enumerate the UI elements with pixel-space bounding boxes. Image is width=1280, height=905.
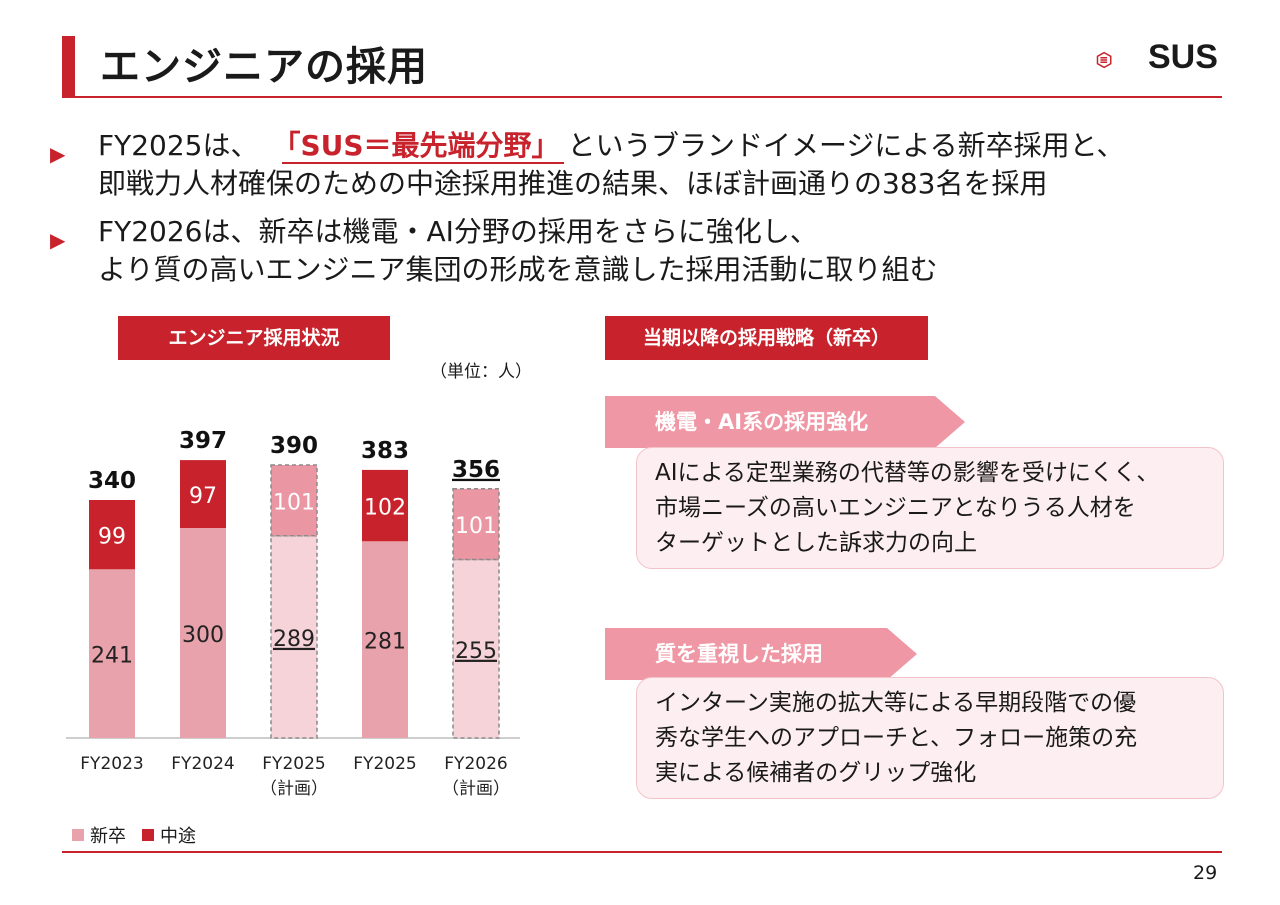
bar-segment-new-grad: [270, 534, 318, 739]
bar-segment-mid-career: [180, 460, 226, 528]
legend-label-mid-career: 中途: [160, 826, 196, 847]
footer-divider: [62, 851, 1222, 853]
x-tick-label: FY2023: [80, 754, 143, 774]
total-label: 340: [88, 468, 136, 494]
bullet-text: 即戦力人材確保のための中途採用推進の結果、ほぼ計画通りの383名を採用: [98, 167, 1048, 200]
data-label-mid-career: 102: [364, 496, 406, 521]
legend-label-new-grad: 新卒: [90, 826, 126, 847]
bar-segment-new-grad: [362, 541, 408, 738]
data-label-new-grad: 289: [273, 627, 315, 652]
x-tick-label: FY2024: [171, 754, 234, 774]
sus-logo-icon: [1096, 51, 1112, 69]
bar-segment-mid-career: [270, 464, 318, 537]
bar-segment-mid-career: [452, 488, 500, 561]
bullet-text: FY2025は、: [98, 129, 259, 162]
card-text: AIによる定型業務の代替等の影響を受けにくく、: [655, 460, 1160, 486]
bullet-text: FY2026は、新卒は機電・AI分野の採用をさらに強化し、: [98, 215, 818, 248]
x-tick-label: FY2025: [262, 754, 325, 774]
data-label-mid-career: 101: [455, 514, 497, 539]
total-label: 356: [452, 457, 500, 483]
bullet-triangle-icon: ▶: [50, 142, 66, 166]
strategy-card-quality: インターン実施の拡大等による早期段階での優 秀な学生へのアプローチと、フォロー施…: [636, 677, 1224, 799]
chart-legend: 新卒 中途: [72, 822, 196, 848]
card-text: ターゲットとした訴求力の向上: [655, 530, 977, 556]
bullet-text: というブランドイメージによる新卒採用と、: [567, 129, 1125, 162]
total-label: 383: [361, 438, 409, 464]
card-text: 秀な学生へのアプローチと、フォロー施策の充: [655, 725, 1138, 751]
hiring-bar-chart: 241 99 340 FY2023 300 97 397 FY2024 289 101 390 FY2…: [66, 428, 520, 799]
x-tick-label: （計画）: [260, 779, 328, 799]
bar-segment-mid-career: [362, 469, 408, 542]
strategy-tag-ai: 機電・AI系の採用強化: [605, 396, 965, 448]
page-title: エンジニアの採用: [100, 44, 428, 90]
bar-segment-new-grad: [180, 528, 226, 738]
data-label-mid-career: 99: [98, 525, 126, 550]
data-label-mid-career: 101: [273, 490, 315, 515]
data-label-new-grad: 300: [182, 623, 224, 648]
data-label-new-grad: 241: [91, 644, 133, 669]
legend-swatch-new-grad: [72, 829, 84, 841]
brand-highlight: 「SUS＝最先端分野」: [282, 129, 564, 164]
hiring-status-header: エンジニア採用状況: [118, 316, 390, 360]
bar-segment-new-grad: [452, 558, 500, 739]
title-accent-bar: [62, 36, 75, 98]
card-text: 実による候補者のグリップ強化: [655, 760, 977, 786]
title-divider: [62, 96, 1222, 98]
bar-segment-new-grad: [89, 569, 135, 738]
page-number: 29: [1193, 862, 1218, 884]
x-tick-label: FY2025: [353, 754, 416, 774]
total-label: 397: [179, 428, 227, 454]
strategy-card-ai: AIによる定型業務の代替等の影響を受けにくく、 市場ニーズの高いエンジニアとなり…: [636, 447, 1224, 569]
strategy-header: 当期以降の採用戦略（新卒）: [605, 316, 928, 360]
card-text: インターン実施の拡大等による早期段階での優: [655, 690, 1137, 716]
data-label-mid-career: 97: [189, 484, 217, 509]
x-tick-label: FY2026: [444, 754, 507, 774]
unit-label: （単位：人）: [430, 362, 532, 382]
data-label-new-grad: 281: [364, 630, 406, 655]
x-tick-label: （計画）: [442, 779, 510, 799]
total-label: 390: [270, 433, 318, 459]
bullet-triangle-icon: ▶: [50, 228, 66, 252]
logo-text: SUS: [1148, 38, 1218, 76]
legend-swatch-mid-career: [142, 829, 154, 841]
bullet-text: より質の高いエンジニア集団の形成を意識した採用活動に取り組む: [98, 253, 938, 286]
data-label-new-grad: 255: [455, 639, 497, 664]
card-text: 市場ニーズの高いエンジニアとなりうる人材を: [655, 495, 1136, 521]
strategy-tag-quality: 質を重視した採用: [605, 628, 917, 680]
bar-segment-mid-career: [89, 500, 135, 570]
